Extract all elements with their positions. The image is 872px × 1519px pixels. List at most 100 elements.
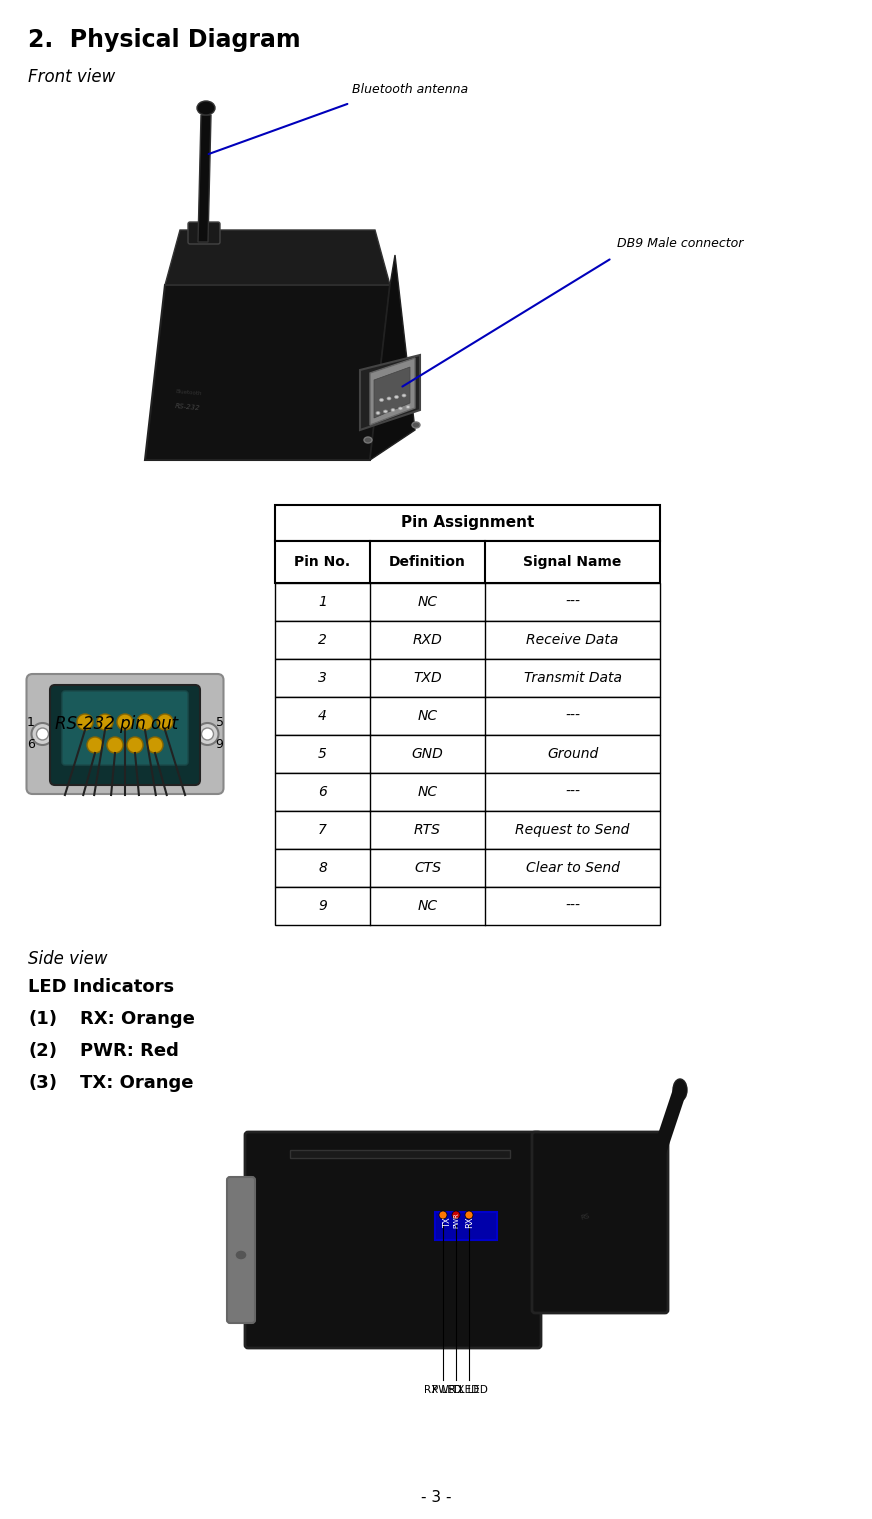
FancyBboxPatch shape [532, 1132, 668, 1312]
Bar [275, 887, 660, 925]
Text: 6: 6 [27, 738, 35, 752]
Bar [290, 1150, 510, 1157]
Circle shape [37, 728, 49, 740]
Circle shape [452, 1211, 460, 1220]
Ellipse shape [364, 437, 372, 444]
Text: ---: --- [565, 785, 580, 799]
Text: NC: NC [418, 785, 438, 799]
Ellipse shape [376, 412, 380, 415]
Polygon shape [370, 255, 415, 460]
Bar [275, 583, 660, 621]
Text: RS: RS [580, 1212, 590, 1221]
Text: PWR: Red: PWR: Red [80, 1042, 179, 1060]
Bar [275, 621, 660, 659]
Text: PWR LED: PWR LED [433, 1385, 480, 1394]
Circle shape [31, 723, 53, 744]
Text: 2: 2 [318, 633, 327, 647]
Text: GND: GND [412, 747, 443, 761]
Text: RTS: RTS [414, 823, 441, 837]
FancyBboxPatch shape [188, 222, 220, 245]
Text: Front view: Front view [28, 68, 115, 87]
Text: 6: 6 [318, 785, 327, 799]
Polygon shape [198, 115, 211, 242]
Text: NC: NC [418, 899, 438, 913]
Text: Clear to Send: Clear to Send [526, 861, 619, 875]
Text: RS-232 pin out: RS-232 pin out [55, 715, 178, 734]
Ellipse shape [387, 396, 391, 399]
Text: NC: NC [418, 709, 438, 723]
Circle shape [196, 723, 219, 744]
Ellipse shape [412, 422, 420, 428]
Text: 3: 3 [318, 671, 327, 685]
Text: Bluetooth: Bluetooth [175, 389, 201, 396]
Circle shape [127, 737, 143, 753]
Text: 1: 1 [318, 595, 327, 609]
Text: - 3 -: - 3 - [421, 1490, 451, 1505]
Text: 8: 8 [318, 861, 327, 875]
Text: RX LED: RX LED [424, 1385, 462, 1394]
FancyBboxPatch shape [50, 685, 200, 785]
Text: Pin Assignment: Pin Assignment [401, 515, 535, 530]
Text: (1): (1) [28, 1010, 57, 1028]
FancyBboxPatch shape [26, 674, 223, 794]
Text: ---: --- [565, 709, 580, 723]
Text: LED Indicators: LED Indicators [28, 978, 174, 996]
Text: (3): (3) [28, 1074, 57, 1092]
Text: TX LED: TX LED [451, 1385, 487, 1394]
Text: Definition: Definition [389, 554, 466, 570]
Text: RX: RX [465, 1217, 474, 1227]
Bar [275, 504, 660, 541]
Text: DB9 Male connector: DB9 Male connector [617, 237, 743, 251]
Text: ---: --- [565, 899, 580, 913]
Text: Pin No.: Pin No. [295, 554, 351, 570]
Bar [275, 849, 660, 887]
Bar [275, 811, 660, 849]
Polygon shape [360, 355, 420, 430]
Text: 7: 7 [318, 823, 327, 837]
Ellipse shape [384, 410, 387, 413]
FancyBboxPatch shape [245, 1132, 541, 1347]
Ellipse shape [394, 395, 399, 398]
Circle shape [157, 714, 173, 731]
Bar [435, 1212, 497, 1240]
Text: Transmit Data: Transmit Data [523, 671, 622, 685]
Text: TX: Orange: TX: Orange [80, 1074, 194, 1092]
Polygon shape [145, 286, 390, 460]
Bar [275, 773, 660, 811]
FancyBboxPatch shape [227, 1177, 255, 1323]
FancyBboxPatch shape [62, 691, 188, 766]
Text: Signal Name: Signal Name [523, 554, 622, 570]
Circle shape [465, 1211, 473, 1220]
Text: Ground: Ground [547, 747, 598, 761]
Circle shape [87, 737, 103, 753]
Circle shape [201, 728, 214, 740]
Circle shape [117, 714, 133, 731]
Bar [275, 697, 660, 735]
Polygon shape [165, 229, 390, 286]
Polygon shape [374, 368, 410, 418]
Ellipse shape [391, 409, 395, 412]
Ellipse shape [235, 1250, 247, 1259]
Text: CTS: CTS [414, 861, 441, 875]
Text: TXD: TXD [413, 671, 442, 685]
Circle shape [439, 1211, 447, 1220]
Ellipse shape [406, 406, 410, 409]
Text: 9: 9 [215, 738, 223, 752]
Ellipse shape [379, 398, 384, 401]
Circle shape [77, 714, 93, 731]
Ellipse shape [673, 1078, 687, 1101]
Circle shape [97, 714, 113, 731]
Text: 5: 5 [318, 747, 327, 761]
Text: 2.  Physical Diagram: 2. Physical Diagram [28, 27, 301, 52]
Text: Receive Data: Receive Data [527, 633, 619, 647]
Text: 4: 4 [318, 709, 327, 723]
Text: (2): (2) [28, 1042, 57, 1060]
Ellipse shape [399, 407, 403, 410]
Text: TX: TX [443, 1217, 452, 1227]
Text: RXD: RXD [412, 633, 442, 647]
Bar [275, 735, 660, 773]
Circle shape [147, 737, 163, 753]
Ellipse shape [197, 100, 215, 115]
Ellipse shape [402, 393, 406, 396]
Text: 1: 1 [27, 715, 35, 729]
